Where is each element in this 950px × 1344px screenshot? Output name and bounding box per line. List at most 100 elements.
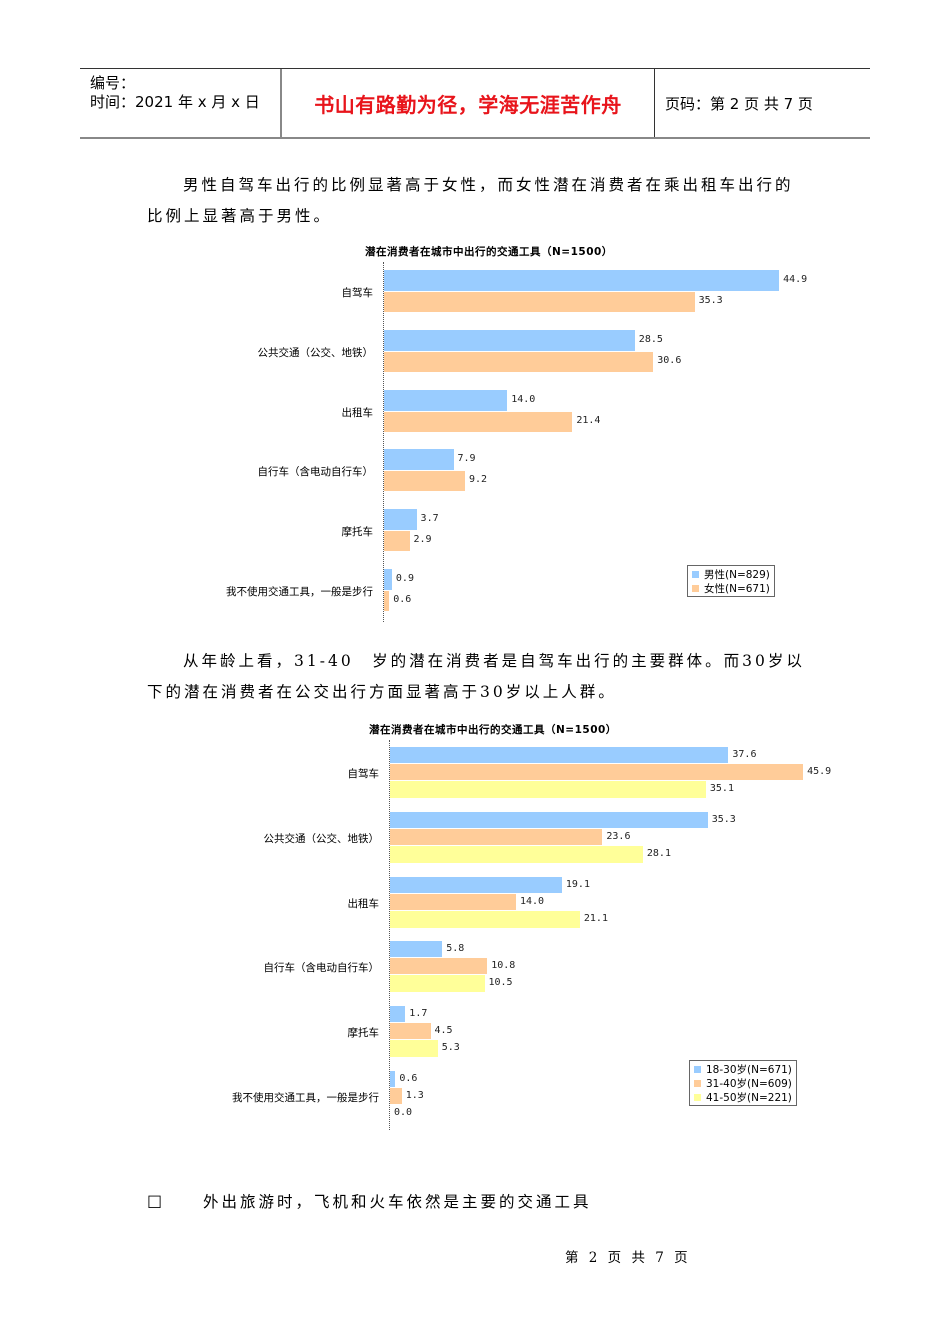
bar-2 [390,764,804,781]
data-label: 10.8 [491,959,516,971]
data-label: 19.1 [565,878,590,890]
legend-label: 18-30岁(N=671) [706,1063,792,1076]
bar-2 [384,351,654,372]
data-label: 0.6 [393,594,412,606]
data-label: 35.3 [698,295,723,307]
bar-3 [390,846,643,863]
data-label: 10.5 [488,977,513,988]
category-label: 出租车 [347,897,380,910]
bar-2 [390,829,603,846]
data-label: 5.8 [446,942,465,954]
bar-1 [384,390,508,411]
category-label: 我不使用交通工具，一般是步行 [226,585,373,598]
date-label: 时间：2021 年 x 月 x 日 [90,93,260,111]
data-label: 7.9 [457,452,476,464]
chart-title: 潜在消费者在城市中出行的交通工具（N=1500） [369,724,617,736]
category-label: 自行车（含电动自行车） [257,465,374,478]
chart-legend: 男性(N=829) 女性(N=671) [687,565,775,597]
legend-item: 31-40岁(N=609) [694,1076,792,1090]
document-header: 编号： 时间：2021 年 x 月 x 日 书山有路勤为径，学海无涯苦作舟 页码… [80,68,870,139]
data-label: 14.0 [520,895,545,907]
data-label: 0.9 [395,572,414,584]
bar-1 [384,509,417,530]
page-footer: 第 2 页 共 7 页 [565,1250,691,1266]
category-label: 出租车 [341,406,374,419]
header-motto-cell: 书山有路勤为径，学海无涯苦作舟 [282,69,655,137]
legend-item: 女性(N=671) [692,581,770,595]
bar-3 [390,911,580,928]
data-label: 35.1 [709,783,734,794]
header-page-cell: 页码：第 2 页 共 7 页 [655,69,870,137]
bar-2 [390,894,516,911]
data-label: 3.7 [420,512,439,524]
bar-1 [390,877,562,894]
data-label: 23.6 [606,830,631,842]
data-label: 1.3 [405,1089,424,1101]
category-label: 公共交通（公交、地铁） [257,346,374,359]
category-label: 自行车（含电动自行车） [263,961,380,974]
data-label: 28.5 [638,333,663,345]
motto-text: 书山有路勤为径，学海无涯苦作舟 [314,92,622,117]
category-label: 自驾车 [341,286,374,299]
bullet-text: 外出旅游时，飞机和火车依然是主要的交通工具 [203,1193,592,1211]
bar-1 [390,812,708,829]
data-label: 1.7 [409,1007,428,1019]
data-label: 0.0 [394,1107,413,1118]
bar-1 [384,330,635,351]
legend-swatch [694,1065,701,1073]
empty-square-icon: □ [147,1191,163,1210]
bar-1 [390,941,443,958]
bar-1 [390,1071,396,1088]
legend-swatch [694,1093,701,1101]
bar-2 [384,470,465,491]
legend-item: 18-30岁(N=671) [694,1062,792,1076]
bar-2 [390,1088,402,1105]
bar-1 [390,1006,406,1023]
data-label: 21.1 [583,913,608,924]
chart-title: 潜在消费者在城市中出行的交通工具（N=1500） [365,246,613,258]
data-label: 37.6 [732,748,757,760]
legend-label: 男性(N=829) [704,568,770,581]
data-label: 0.6 [399,1072,418,1084]
bar-2 [390,1023,431,1040]
bar-1 [384,270,780,291]
legend-label: 31-40岁(N=609) [706,1077,792,1090]
paragraph-age: 从年龄上看，31-40 岁的潜在消费者是自驾车出行的主要群体。而30岁以下的潜在… [147,652,805,701]
data-label: 2.9 [413,534,432,546]
category-label: 我不使用交通工具，一般是步行 [232,1091,379,1104]
bar-1 [384,449,454,470]
legend-swatch [694,1079,701,1087]
bar-1 [384,569,392,590]
serial-label: 编号： [90,74,136,92]
data-label: 4.5 [434,1024,453,1036]
data-label: 44.9 [783,273,808,285]
data-label: 35.3 [711,813,736,825]
data-label: 45.9 [807,765,832,777]
data-label: 14.0 [511,393,536,405]
data-label: 30.6 [657,355,682,367]
legend-item: 41-50岁(N=221) [694,1090,792,1104]
page-info: 页码：第 2 页 共 7 页 [665,94,813,113]
chart-axis-line [389,740,390,1130]
data-label: 28.1 [646,848,671,859]
header-meta-cell: 编号： 时间：2021 年 x 月 x 日 [80,69,282,137]
bar-3 [390,781,706,798]
legend-swatch [692,570,699,578]
data-label: 5.3 [441,1042,460,1053]
legend-label: 女性(N=671) [704,582,770,595]
data-label: 9.2 [468,474,488,486]
bar-3 [390,1040,438,1057]
bar-2 [384,530,410,551]
category-label: 公共交通（公交、地铁） [263,832,380,845]
chart-legend: 18-30岁(N=671) 31-40岁(N=609) 41-50岁(N=221) [689,1060,797,1106]
legend-item: 男性(N=829) [692,567,770,581]
bar-2 [384,590,390,611]
legend-label: 41-50岁(N=221) [706,1091,792,1104]
paragraph-gender: 男性自驾车出行的比例显著高于女性，而女性潜在消费者在乘出租车出行的比例上显著高于… [147,176,794,225]
category-label: 摩托车 [341,525,374,538]
bar-1 [390,747,729,764]
data-label: 21.4 [576,415,601,427]
category-label: 摩托车 [347,1026,380,1039]
legend-swatch [692,584,699,592]
bar-2 [390,958,488,975]
